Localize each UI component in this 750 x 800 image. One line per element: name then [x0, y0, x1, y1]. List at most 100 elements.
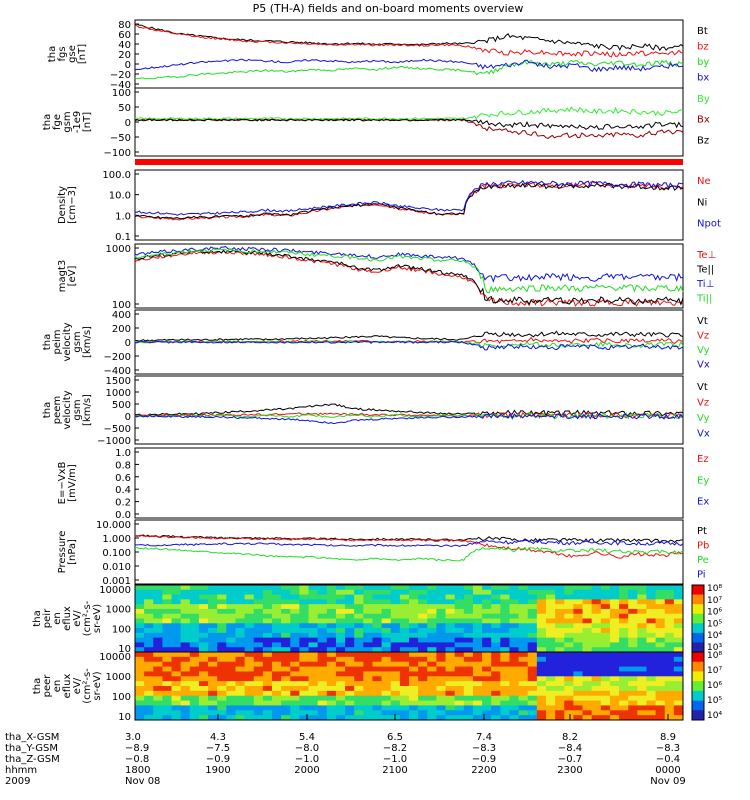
spectrogram-cell — [491, 671, 501, 677]
spectrogram-cell — [664, 604, 675, 610]
spectrogram-cell — [372, 661, 383, 668]
spectrogram-cell — [482, 613, 492, 619]
spectrogram-cell — [189, 589, 200, 596]
spectrogram-cell — [655, 647, 666, 653]
spectrogram-cell — [189, 681, 200, 687]
spectrogram-cell — [500, 671, 510, 677]
spectrogram-cell — [381, 666, 392, 672]
spectrogram-cell — [536, 676, 547, 682]
legend-Vy: Vy — [697, 345, 710, 356]
y-tick-label: 80 — [118, 20, 131, 31]
spectrogram-cell — [299, 686, 310, 692]
spectrogram-cell — [208, 608, 218, 615]
spectrogram-cell — [591, 632, 602, 639]
spectrogram-cell — [317, 671, 328, 677]
spectrogram-cell — [144, 700, 154, 706]
spectrogram-cell — [609, 589, 620, 596]
spectrogram-cell — [198, 715, 209, 721]
spectrogram-cell — [317, 594, 328, 600]
spectrogram-cell — [591, 623, 602, 629]
spectrogram-cell — [482, 695, 492, 702]
spectrogram-cell — [463, 671, 474, 677]
spectrogram-cell — [135, 628, 145, 634]
spectrogram-cell — [536, 671, 547, 677]
spectrogram-cell — [564, 594, 574, 600]
spectrogram-cell — [619, 710, 629, 716]
spectrogram-cell — [463, 608, 474, 615]
spectrogram-cell — [399, 666, 410, 672]
y-tick-label: −500 — [104, 424, 131, 435]
spectrogram-cell — [372, 637, 383, 643]
spectrogram-cell — [619, 618, 629, 624]
spectrogram-cell — [381, 637, 392, 643]
spectrogram-cell — [646, 681, 657, 687]
spectrogram-cell — [418, 695, 428, 702]
spectrogram-cell — [427, 695, 437, 702]
spectrogram-cell — [272, 618, 282, 624]
spectrogram-cell — [436, 589, 447, 596]
x-tick-value: 7.4 — [476, 732, 492, 743]
spectrogram-cell — [628, 705, 638, 711]
spectrogram-cell — [509, 686, 520, 692]
spectrogram-cell — [591, 637, 602, 643]
spectrogram-cell — [637, 608, 647, 615]
spectrogram-cell — [290, 690, 300, 697]
spectrogram-cell — [409, 608, 419, 615]
spectrogram-cell — [427, 604, 437, 610]
spectrogram-cell — [646, 676, 657, 682]
spectrogram-cell — [637, 676, 647, 682]
spectrogram-cell — [536, 589, 547, 596]
spectrogram-cell — [619, 676, 629, 682]
spectrogram-cell — [253, 589, 264, 596]
spectrogram-cell — [135, 618, 145, 624]
spectrogram-cell — [345, 589, 355, 596]
spectrogram-cell — [491, 690, 501, 697]
colorbar-tick-label: 10⁶ — [707, 681, 722, 691]
spectrogram-cell — [162, 710, 173, 716]
spectrogram-cell — [381, 656, 392, 663]
spectrogram-cell — [619, 666, 629, 672]
spectrogram-cell — [472, 589, 483, 596]
spectrogram-cell — [582, 661, 593, 668]
spectrogram-cell — [546, 618, 556, 624]
spectrogram-cell — [646, 695, 657, 702]
spectrogram-cell — [198, 681, 209, 687]
spectrogram-cell — [171, 608, 182, 615]
spectrogram-cell — [381, 652, 392, 658]
spectrogram-cell — [673, 628, 684, 634]
spectrogram-cell — [354, 652, 364, 658]
spectrogram-cell — [482, 705, 492, 711]
spectrogram-cell — [162, 628, 173, 634]
spectrogram-cell — [463, 613, 474, 619]
spectrogram-cell — [390, 608, 401, 615]
spectrogram-cell — [226, 715, 236, 721]
spectrogram-cell — [463, 681, 474, 687]
spectrogram-cell — [399, 710, 410, 716]
spectrogram-cell — [198, 628, 209, 634]
spectrogram-cell — [673, 599, 684, 605]
spectrogram-cell — [253, 585, 264, 591]
spectrogram-cell — [189, 642, 200, 648]
spectrogram-cell — [189, 661, 200, 668]
spectrogram-cell — [454, 686, 465, 692]
colorbar-segment — [692, 623, 704, 634]
series-line-bx — [134, 58, 684, 73]
spectrogram-cell — [198, 637, 209, 643]
spectrogram-cell — [536, 661, 547, 668]
spectrogram-cell — [600, 594, 611, 600]
spectrogram-cell — [290, 710, 300, 716]
spectrogram-cell — [171, 710, 182, 716]
spectrogram-cell — [573, 671, 584, 677]
spectrogram-cell — [262, 613, 273, 619]
panel-frame — [134, 651, 684, 721]
spectrogram-cell — [546, 637, 556, 643]
spectrogram-cell — [253, 608, 264, 615]
y-tick-label: 1000 — [106, 672, 131, 683]
spectrogram-cell — [564, 715, 574, 721]
spectrogram-cell — [527, 652, 538, 658]
spectrogram-cell — [244, 618, 255, 624]
spectrogram-cell — [527, 599, 538, 605]
spectrogram-cell — [664, 618, 675, 624]
series-line-Vx — [134, 340, 684, 351]
spectrogram-cell — [308, 628, 319, 634]
